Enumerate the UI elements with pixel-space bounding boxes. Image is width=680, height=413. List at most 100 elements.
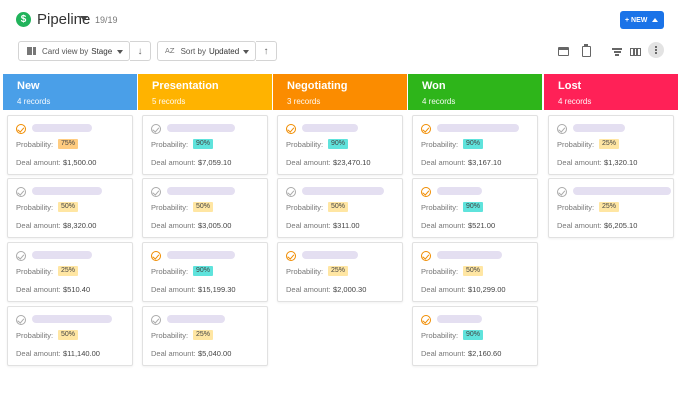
column-header-lost[interactable]: Lost 4 records — [544, 74, 678, 110]
deal-amount: $23,470.10 — [333, 158, 371, 167]
probability-badge: 25% — [599, 139, 620, 149]
probability-label: Probability: — [16, 331, 54, 340]
deal-card[interactable]: Probability: 90% Deal amount: $15,199.30 — [142, 242, 268, 302]
column-header-new[interactable]: New 4 records — [3, 74, 137, 110]
deal-amount: $7,059.10 — [198, 158, 232, 167]
probability-row: Probability: — [557, 203, 594, 212]
deal-amount: $2,160.60 — [468, 349, 502, 358]
amount-label: Deal amount: — [286, 285, 331, 294]
more-options-icon[interactable] — [648, 42, 664, 58]
deal-card[interactable]: Probability: 90% Deal amount: $2,160.60 — [412, 306, 538, 366]
deal-name-placeholder — [167, 251, 235, 259]
probability-row: Probability: — [151, 203, 188, 212]
dollar-icon: $ — [16, 12, 31, 27]
deal-card[interactable]: Probability: 25% Deal amount: $5,040.00 — [142, 306, 268, 366]
check-circle-icon[interactable] — [151, 124, 161, 134]
view-select[interactable]: Card view by Stage — [18, 41, 130, 61]
probability-row: Probability: — [16, 331, 53, 340]
check-circle-icon[interactable] — [421, 124, 431, 134]
deal-amount: $15,199.30 — [198, 285, 236, 294]
check-circle-icon[interactable] — [16, 187, 26, 197]
amount-row: Deal amount: $521.00 — [421, 221, 495, 230]
caret-down-icon[interactable] — [80, 16, 88, 21]
amount-label: Deal amount: — [557, 221, 602, 230]
calendar-icon[interactable] — [557, 45, 571, 59]
amount-row: Deal amount: $2,000.30 — [286, 285, 366, 294]
probability-row: Probability: — [16, 267, 53, 276]
column-header-negotiating[interactable]: Negotiating 3 records — [273, 74, 407, 110]
check-circle-icon[interactable] — [151, 315, 161, 325]
probability-label: Probability: — [16, 267, 54, 276]
check-circle-icon[interactable] — [557, 187, 567, 197]
deal-card[interactable]: Probability: 25% Deal amount: $2,000.30 — [277, 242, 403, 302]
check-circle-icon[interactable] — [421, 251, 431, 261]
check-circle-icon[interactable] — [557, 124, 567, 134]
sort-select-value: Updated — [208, 46, 240, 56]
check-circle-icon[interactable] — [16, 251, 26, 261]
probability-row: Probability: — [16, 203, 53, 212]
deal-card[interactable]: Probability: 50% Deal amount: $11,140.00 — [7, 306, 133, 366]
amount-label: Deal amount: — [151, 158, 196, 167]
deal-card[interactable]: Probability: 90% Deal amount: $3,167.10 — [412, 115, 538, 175]
top-bar: $ Pipeline 19/19 + NEW — [0, 0, 680, 40]
check-circle-icon[interactable] — [421, 187, 431, 197]
amount-row: Deal amount: $2,160.60 — [421, 349, 501, 358]
sort-order-button[interactable]: ↑ — [256, 41, 277, 61]
deal-card[interactable]: Probability: 90% Deal amount: $7,059.10 — [142, 115, 268, 175]
check-circle-icon[interactable] — [16, 315, 26, 325]
probability-row: Probability: — [151, 140, 188, 149]
deal-card[interactable]: Probability: 50% Deal amount: $10,299.00 — [412, 242, 538, 302]
arrow-down-icon: ↓ — [137, 45, 143, 57]
new-button[interactable]: + NEW — [620, 11, 664, 29]
deal-card[interactable]: Probability: 90% Deal amount: $23,470.10 — [277, 115, 403, 175]
amount-row: Deal amount: $311.00 — [286, 221, 360, 230]
page-title: Pipeline — [37, 11, 91, 28]
amount-label: Deal amount: — [16, 221, 61, 230]
check-circle-icon[interactable] — [286, 124, 296, 134]
columns-icon[interactable] — [629, 45, 643, 59]
deal-amount: $8,320.00 — [63, 221, 97, 230]
check-circle-icon[interactable] — [16, 124, 26, 134]
check-circle-icon[interactable] — [286, 187, 296, 197]
probability-badge: 50% — [328, 202, 349, 212]
deal-card[interactable]: Probability: 90% Deal amount: $521.00 — [412, 178, 538, 238]
probability-row: Probability: — [286, 267, 323, 276]
amount-label: Deal amount: — [151, 349, 196, 358]
amount-label: Deal amount: — [421, 158, 466, 167]
deal-card[interactable]: Probability: 25% Deal amount: $510.40 — [7, 242, 133, 302]
probability-row: Probability: — [421, 331, 458, 340]
column-header-won[interactable]: Won 4 records — [408, 74, 542, 110]
column-header-presentation[interactable]: Presentation 5 records — [138, 74, 272, 110]
deal-name-placeholder — [437, 251, 502, 259]
probability-label: Probability: — [151, 331, 189, 340]
deal-amount: $6,205.10 — [604, 221, 638, 230]
probability-badge: 25% — [58, 266, 79, 276]
deal-name-placeholder — [32, 124, 92, 132]
deal-card[interactable]: Probability: 50% Deal amount: $3,005.00 — [142, 178, 268, 238]
deal-card[interactable]: Probability: 50% Deal amount: $8,320.00 — [7, 178, 133, 238]
deal-amount: $10,299.00 — [468, 285, 506, 294]
amount-label: Deal amount: — [286, 221, 331, 230]
sort-select[interactable]: AZ Sort by Updated — [157, 41, 256, 61]
probability-label: Probability: — [16, 140, 54, 149]
caret-up-icon[interactable] — [652, 18, 658, 22]
deal-card[interactable]: Probability: 25% Deal amount: $1,320.10 — [548, 115, 674, 175]
amount-row: Deal amount: $1,320.10 — [557, 158, 637, 167]
probability-label: Probability: — [151, 203, 189, 212]
dropdown-arrow-icon — [243, 50, 249, 54]
filter-icon[interactable] — [610, 45, 624, 59]
check-circle-icon[interactable] — [151, 187, 161, 197]
deal-card[interactable]: Probability: 25% Deal amount: $6,205.10 — [548, 178, 674, 238]
column-record-count: 5 records — [152, 97, 186, 106]
sort-direction-button[interactable]: ↓ — [130, 41, 151, 61]
amount-row: Deal amount: $15,199.30 — [151, 285, 236, 294]
check-circle-icon[interactable] — [286, 251, 296, 261]
check-circle-icon[interactable] — [151, 251, 161, 261]
clipboard-icon[interactable] — [580, 44, 594, 59]
deal-card[interactable]: Probability: 75% Deal amount: $1,500.00 — [7, 115, 133, 175]
probability-label: Probability: — [286, 203, 324, 212]
amount-row: Deal amount: $7,059.10 — [151, 158, 231, 167]
deal-card[interactable]: Probability: 50% Deal amount: $311.00 — [277, 178, 403, 238]
probability-badge: 90% — [463, 139, 484, 149]
check-circle-icon[interactable] — [421, 315, 431, 325]
